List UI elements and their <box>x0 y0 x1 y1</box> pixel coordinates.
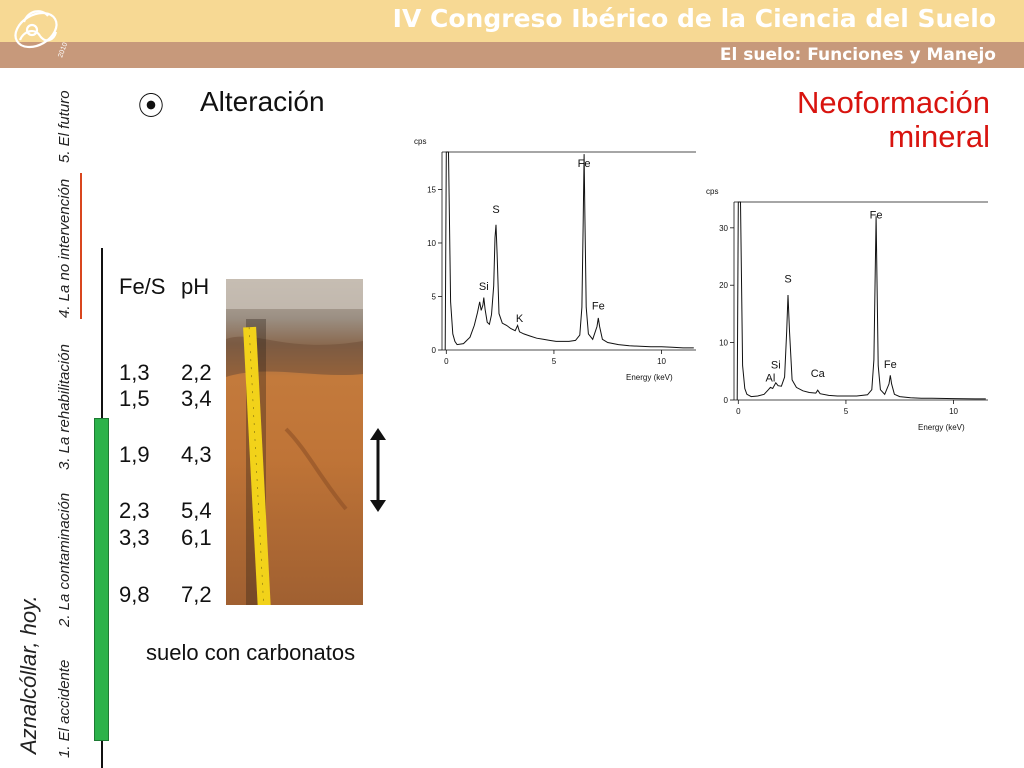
y-tick-label: 5 <box>432 292 437 301</box>
peak-label: Al <box>765 373 775 385</box>
y-tick-label: 20 <box>719 281 728 290</box>
double-arrow-icon <box>370 428 386 512</box>
sidebar-item-el-futuro[interactable]: 5. El futuro <box>56 90 73 163</box>
y-axis-label: cps <box>414 137 426 146</box>
y-tick-label: 0 <box>724 396 729 405</box>
sidebar-item-la-no-intervencion[interactable]: 4. La no intervención <box>56 178 73 318</box>
table-cell: 7,2 <box>181 582 212 607</box>
edx-spectrum-1: cps Energy (keV) 0 5 10 15 0 5 10 Si S K Fe Fe <box>414 137 696 382</box>
table-header-ph: pH <box>181 274 210 299</box>
x-tick-label: 0 <box>736 407 741 416</box>
header-bottom-band <box>0 42 1024 68</box>
peak-label: Fe <box>578 158 591 170</box>
y-axis-label: cps <box>706 187 718 196</box>
x-tick-label: 10 <box>949 407 958 416</box>
item-title: Alteración <box>200 86 325 117</box>
y-tick-label: 0 <box>432 346 437 355</box>
table-cell: 9,8 <box>119 582 150 607</box>
y-tick-label: 10 <box>427 239 436 248</box>
sidebar-item-el-accidente[interactable]: 1. El accidente <box>56 659 73 758</box>
peak-label: Si <box>479 281 489 293</box>
x-axis-label: Energy (keV) <box>918 423 965 432</box>
logo-year: 2010 <box>57 42 69 59</box>
table-cell: 2,2 <box>181 360 212 385</box>
table-cell: 1,3 <box>119 360 150 385</box>
table-cell: 3,4 <box>181 386 212 411</box>
photo-caption: suelo con carbonatos <box>146 640 356 665</box>
section-heading: Neoformación mineral <box>797 86 990 154</box>
table-cell: 5,4 <box>181 498 212 523</box>
x-tick-label: 10 <box>657 357 666 366</box>
timeline-green-bar <box>94 418 109 741</box>
table-cell: 1,9 <box>119 442 150 467</box>
peak-label: Ca <box>811 368 826 380</box>
table-cell: 3,3 <box>119 525 150 550</box>
peak-label: Fe <box>884 359 897 371</box>
table-cell: 6,1 <box>181 525 212 550</box>
section-heading-line1: Neoformación <box>797 85 990 120</box>
place-label: Aznalcóllar, hoy. <box>16 595 41 754</box>
x-axis-label: Energy (keV) <box>626 373 673 382</box>
conference-subtitle: El suelo: Funciones y Manejo <box>719 45 996 65</box>
spectrum-line <box>444 151 694 351</box>
conference-logo: 2010 <box>14 10 69 59</box>
current-section-marker <box>80 173 82 319</box>
conference-title: IV Congreso Ibérico de la Ciencia del Su… <box>392 4 996 33</box>
peak-label: S <box>492 204 499 216</box>
peak-label: S <box>784 273 791 285</box>
table-header-fe-s: Fe/S <box>119 274 166 299</box>
table-cell: 4,3 <box>181 442 212 467</box>
peak-label: Fe <box>592 300 605 312</box>
y-tick-label: 30 <box>719 224 728 233</box>
x-tick-label: 0 <box>444 357 449 366</box>
sidebar-item-la-contaminacion[interactable]: 2. La contaminación <box>56 492 73 627</box>
y-tick-label: 10 <box>719 339 728 348</box>
x-tick-label: 5 <box>552 357 557 366</box>
y-tick-label: 15 <box>427 185 436 194</box>
header-top-band <box>0 0 1024 42</box>
peak-label: Si <box>771 359 781 371</box>
sidebar-item-la-rehabilitacion[interactable]: 3. La rehabilitación <box>56 344 73 470</box>
spectrum-line <box>736 201 986 401</box>
bullet-icon: ⦿ <box>138 91 165 121</box>
x-tick-label: 5 <box>844 407 849 416</box>
section-heading-line2: mineral <box>888 119 990 154</box>
peak-label: K <box>516 313 524 325</box>
peak-label: Fe <box>870 210 883 222</box>
table-cell: 1,5 <box>119 386 150 411</box>
soil-profile-photo <box>226 279 363 605</box>
edx-spectrum-2: cps Energy (keV) 0 10 20 30 0 5 10 Al Si S Ca Fe Fe <box>706 187 988 432</box>
table-cell: 2,3 <box>119 498 150 523</box>
